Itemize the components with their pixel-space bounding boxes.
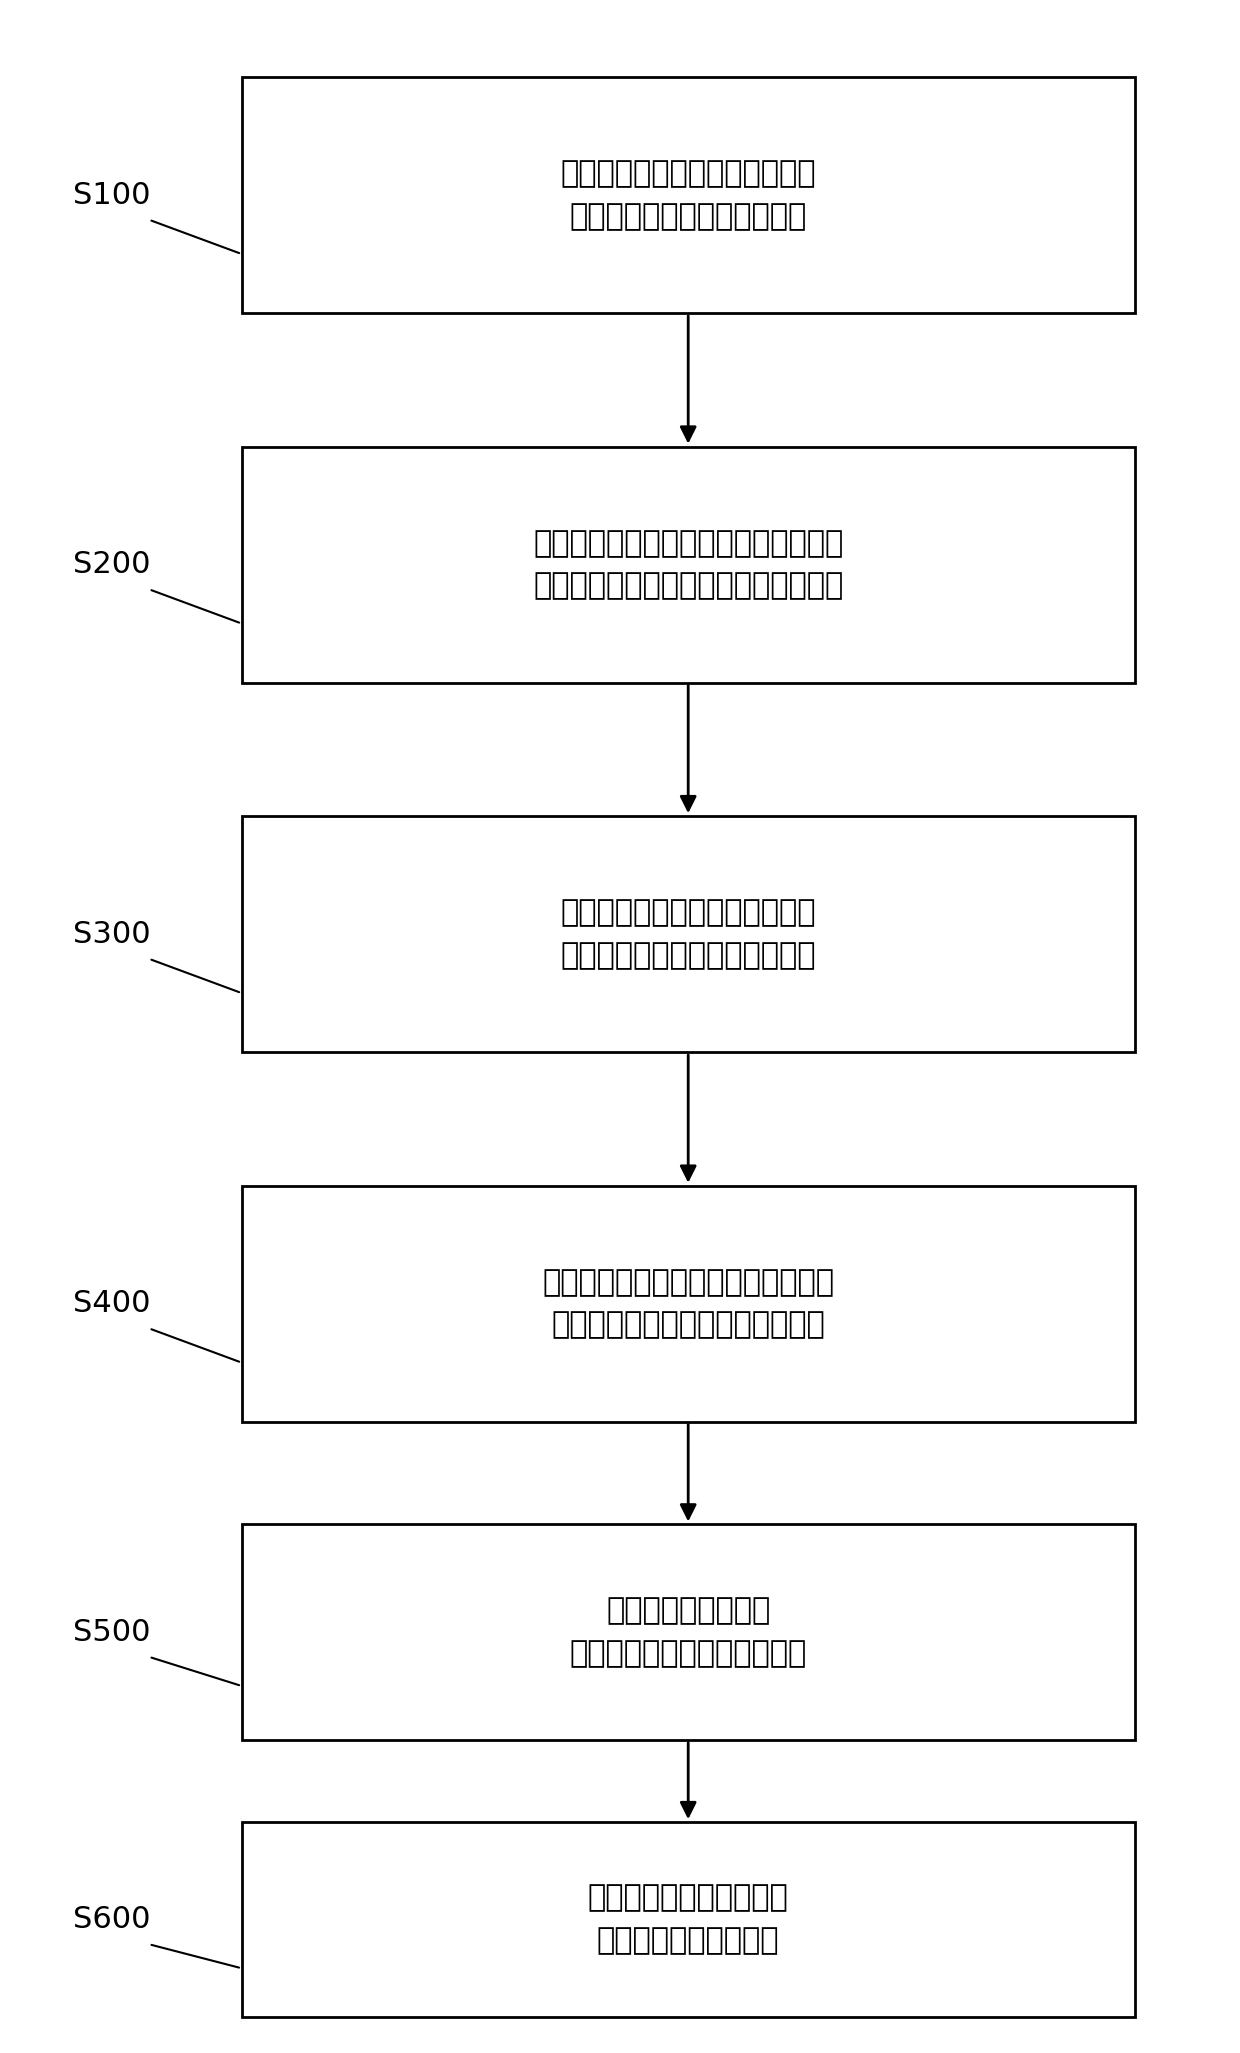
Text: S500: S500	[73, 1618, 150, 1647]
FancyBboxPatch shape	[242, 1187, 1135, 1423]
Text: S200: S200	[73, 550, 150, 579]
Text: S600: S600	[73, 1905, 150, 1934]
FancyBboxPatch shape	[242, 1523, 1135, 1741]
Text: 通过所述水力学仿真模型计算与各用
户的需求流量对应的单元阻力特性: 通过所述水力学仿真模型计算与各用 户的需求流量对应的单元阻力特性	[542, 1269, 835, 1339]
Text: 建立供热二级管网的水力学仿真模型，
以在线得出二级管网水力平衡关系特性: 建立供热二级管网的水力学仿真模型， 以在线得出二级管网水力平衡关系特性	[533, 530, 843, 599]
Text: S400: S400	[73, 1289, 150, 1318]
Text: 采集各用户对应供热二级管网的
管网数据以及代表性室温数据: 采集各用户对应供热二级管网的 管网数据以及代表性室温数据	[560, 160, 816, 230]
FancyBboxPatch shape	[242, 817, 1135, 1053]
Text: S300: S300	[73, 920, 150, 948]
FancyBboxPatch shape	[242, 1823, 1135, 2016]
Text: 基于所述控制策略，实现
在线式二级网调控操作: 基于所述控制策略，实现 在线式二级网调控操作	[588, 1885, 789, 1954]
Text: 确定与单元阻力特性
对应的各用户阀门的控制策略: 确定与单元阻力特性 对应的各用户阀门的控制策略	[569, 1597, 807, 1667]
FancyBboxPatch shape	[242, 78, 1135, 314]
FancyBboxPatch shape	[242, 448, 1135, 684]
Text: 基于管网数据和室温数据，确定
各工况条件下各用户所需的流量: 基于管网数据和室温数据，确定 各工况条件下各用户所需的流量	[560, 899, 816, 969]
Text: S100: S100	[73, 181, 150, 209]
